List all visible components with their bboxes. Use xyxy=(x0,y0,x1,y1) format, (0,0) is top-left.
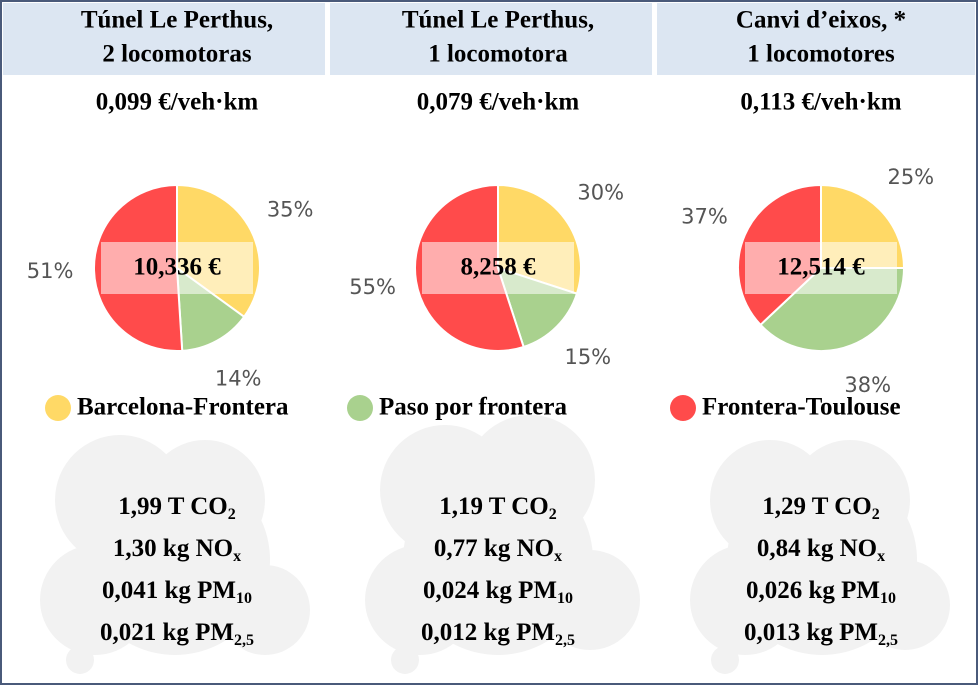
emission-sub: 2 xyxy=(549,506,557,523)
emission-text: 1,29 T CO xyxy=(762,493,872,520)
legend-label: Barcelona-Frontera xyxy=(77,394,289,421)
header-title: 1 locomotora xyxy=(428,41,568,68)
annotation-bg xyxy=(101,242,253,294)
cost: 0,099 €/veh·km xyxy=(96,89,259,116)
emission-sub: 2,5 xyxy=(555,632,575,649)
emission-sub: 10 xyxy=(557,590,573,607)
annotation-bg xyxy=(422,242,574,294)
slice-label: 37% xyxy=(681,205,728,229)
emission-text: 0,026 kg PM xyxy=(746,577,880,604)
cloud xyxy=(40,435,310,674)
slice-label: 15% xyxy=(564,345,611,369)
cloud-backgrounds xyxy=(40,415,950,674)
emission: 1,99 T CO2 xyxy=(118,493,236,523)
emission: 1,19 T CO2 xyxy=(439,493,557,523)
emission-text: 0,84 kg NO xyxy=(757,535,877,562)
emission-text: 0,77 kg NO xyxy=(434,535,554,562)
slice-label: 14% xyxy=(215,366,262,390)
legend-swatch xyxy=(347,395,373,421)
emission: 1,29 T CO2 xyxy=(762,493,880,523)
emission-text: 0,012 kg PM xyxy=(421,619,555,646)
slice-label: 51% xyxy=(27,259,74,283)
total-label: 10,336 € xyxy=(133,254,221,281)
cloud xyxy=(690,440,950,674)
emission: 0,021 kg PM2,5 xyxy=(100,619,254,649)
emission-text: 0,024 kg PM xyxy=(423,577,557,604)
emission-sub: x xyxy=(554,548,562,565)
emission-sub: 2 xyxy=(228,506,236,523)
emission: 1,30 kg NOx xyxy=(113,535,241,565)
emission-sub: 10 xyxy=(236,590,252,607)
slice-label: 38% xyxy=(844,373,891,397)
emission-text: 0,041 kg PM xyxy=(102,577,236,604)
emission-text: 1,99 T CO xyxy=(118,493,228,520)
emission: 0,026 kg PM10 xyxy=(746,577,896,607)
emission-sub: 2,5 xyxy=(878,632,898,649)
emission-text: 1,19 T CO xyxy=(439,493,549,520)
emission: 0,012 kg PM2,5 xyxy=(421,619,575,649)
emission-sub: 2,5 xyxy=(234,632,254,649)
header-title: Canvi d’eixos, * xyxy=(736,7,906,34)
cloud xyxy=(365,415,640,674)
emission-text: 1,30 kg NO xyxy=(113,535,233,562)
emission-sub: 2 xyxy=(872,506,880,523)
emission: 0,024 kg PM10 xyxy=(423,577,573,607)
header-title: Túnel Le Perthus, xyxy=(81,7,273,34)
emission: 0,013 kg PM2,5 xyxy=(744,619,898,649)
header-bg xyxy=(657,3,975,75)
header-bg xyxy=(330,3,652,75)
emission-sub: x xyxy=(877,548,885,565)
header-title: Túnel Le Perthus, xyxy=(402,7,594,34)
legend-label: Paso por frontera xyxy=(379,394,567,421)
emission: 0,84 kg NOx xyxy=(757,535,885,565)
legend-swatch xyxy=(45,395,71,421)
emission: 0,041 kg PM10 xyxy=(102,577,252,607)
slice-label: 25% xyxy=(887,165,934,189)
emission-text: 0,021 kg PM xyxy=(100,619,234,646)
slice-label: 30% xyxy=(577,180,624,204)
legend-swatch xyxy=(670,395,696,421)
cost: 0,079 €/veh·km xyxy=(417,89,580,116)
emission-text: 0,013 kg PM xyxy=(744,619,878,646)
header-bg xyxy=(3,3,325,75)
header-title: 1 locomotores xyxy=(747,41,895,68)
emission: 0,77 kg NOx xyxy=(434,535,562,565)
total-label: 8,258 € xyxy=(461,254,537,281)
total-label: 12,514 € xyxy=(777,254,865,281)
legend-label: Frontera-Toulouse xyxy=(702,394,901,421)
header-title: 2 locomotoras xyxy=(102,41,252,68)
emission-sub: 10 xyxy=(880,590,896,607)
emission-sub: x xyxy=(233,548,241,565)
annotation-bg xyxy=(745,242,897,294)
cost: 0,113 €/veh·km xyxy=(740,89,901,116)
slice-label: 35% xyxy=(267,197,314,221)
slice-label: 55% xyxy=(349,275,396,299)
